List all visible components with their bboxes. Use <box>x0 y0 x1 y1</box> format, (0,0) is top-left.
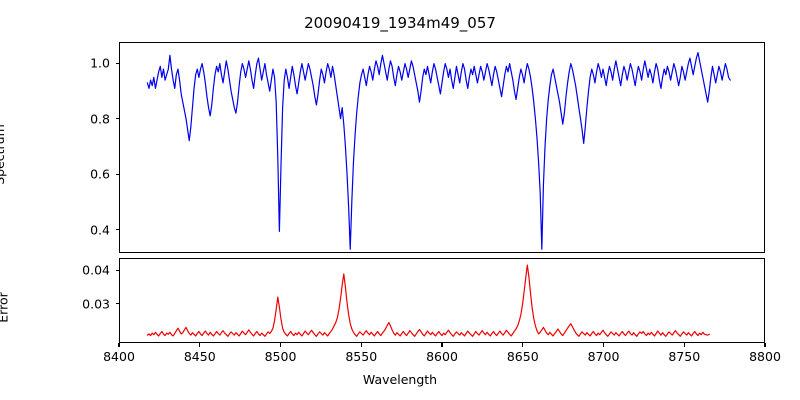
xticklabel-8750: 8750 <box>668 349 701 364</box>
spectrum-ytick-0.8 <box>115 118 119 120</box>
xticklabel-8400: 8400 <box>103 349 135 364</box>
xticklabel-8450: 8450 <box>183 349 216 364</box>
error-ytick-0.04 <box>115 270 119 272</box>
spectrum-line-plot <box>120 43 764 252</box>
xtick-8800 <box>764 343 766 347</box>
spectrum-yticklabel-1.0: 1.0 <box>90 55 110 71</box>
wavelength-axis-label: Wavelength <box>362 372 438 387</box>
error-ytick-0.03 <box>115 303 119 305</box>
xtick-8650 <box>522 343 524 347</box>
xticklabel-8550: 8550 <box>345 349 378 364</box>
error-axis-label: Error <box>0 292 11 323</box>
error-yticklabel-0.03: 0.03 <box>82 296 110 312</box>
xticklabel-8650: 8650 <box>506 349 539 364</box>
spectrum-yticklabel-0.6: 0.6 <box>90 166 110 182</box>
spectrum-yticklabel-0.8: 0.8 <box>90 111 110 126</box>
error-axes <box>119 258 765 343</box>
xtick-8750 <box>683 343 685 347</box>
xticklabel-8700: 8700 <box>587 349 620 364</box>
spectrum-ytick-0.6 <box>115 173 119 175</box>
spectrum-ytick-0.4 <box>115 229 119 231</box>
spectrum-axes <box>119 42 765 253</box>
xticklabel-8800: 8800 <box>749 349 781 364</box>
xtick-8700 <box>602 343 605 347</box>
xticklabel-8500: 8500 <box>264 349 297 364</box>
spectrum-yticklabel-0.4: 0.4 <box>90 222 110 238</box>
error-yticklabel-0.04: 0.04 <box>82 262 110 278</box>
xtick-8550 <box>360 343 362 347</box>
error-line-plot <box>120 259 764 342</box>
xtick-8600 <box>441 343 443 347</box>
spectrum-ytick-1.0 <box>115 62 119 64</box>
xtick-8400 <box>118 343 120 347</box>
xticklabel-8600: 8600 <box>426 349 458 364</box>
figure-title: 20090419_1934m49_057 <box>304 14 496 32</box>
xtick-8450 <box>199 343 201 347</box>
spectrum-axis-label: Spectrum <box>0 124 7 185</box>
xtick-8500 <box>279 343 282 347</box>
